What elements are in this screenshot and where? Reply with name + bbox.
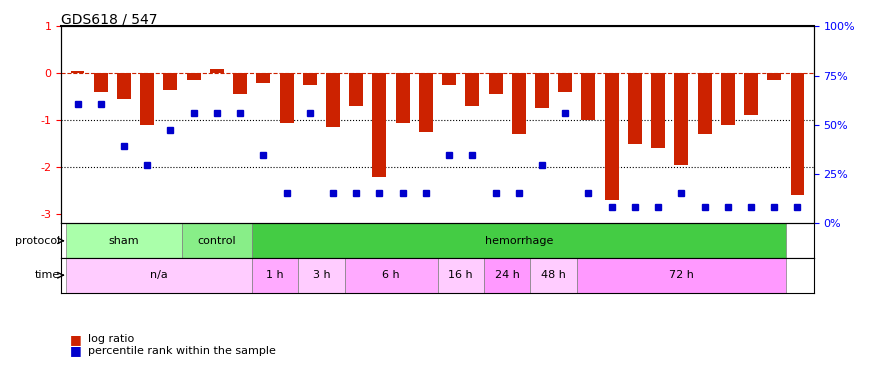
Text: percentile rank within the sample: percentile rank within the sample xyxy=(88,346,276,355)
Text: ■: ■ xyxy=(70,344,81,357)
Bar xyxy=(182,224,252,258)
Bar xyxy=(233,73,247,94)
Bar xyxy=(94,73,108,92)
Bar xyxy=(605,73,619,200)
Text: 6 h: 6 h xyxy=(382,270,400,280)
Bar xyxy=(744,73,758,116)
Bar xyxy=(326,73,340,127)
Bar xyxy=(256,73,270,82)
Text: log ratio: log ratio xyxy=(88,334,134,344)
Bar xyxy=(210,69,224,73)
Bar xyxy=(303,73,317,85)
Text: 48 h: 48 h xyxy=(542,270,566,280)
Bar xyxy=(484,258,530,292)
Bar xyxy=(466,73,480,106)
Bar xyxy=(488,73,502,94)
Bar xyxy=(530,258,577,292)
Text: 24 h: 24 h xyxy=(494,270,520,280)
Bar xyxy=(535,73,549,108)
Bar xyxy=(280,73,293,123)
Bar xyxy=(66,258,252,292)
Bar xyxy=(71,71,85,73)
Bar xyxy=(66,224,182,258)
Bar xyxy=(345,258,438,292)
Bar xyxy=(349,73,363,106)
Bar xyxy=(252,224,786,258)
Bar xyxy=(697,73,711,134)
Bar xyxy=(790,73,804,195)
Text: n/a: n/a xyxy=(150,270,168,280)
Bar xyxy=(675,73,689,165)
Bar xyxy=(628,73,642,144)
Bar xyxy=(582,73,595,120)
Text: sham: sham xyxy=(108,236,139,246)
Bar xyxy=(164,73,178,90)
Text: control: control xyxy=(198,236,236,246)
Text: 1 h: 1 h xyxy=(266,270,284,280)
Bar xyxy=(442,73,456,85)
Text: 3 h: 3 h xyxy=(312,270,330,280)
Text: hemorrhage: hemorrhage xyxy=(485,236,553,246)
Text: GDS618 / 547: GDS618 / 547 xyxy=(61,12,158,26)
Bar xyxy=(767,73,781,80)
Bar xyxy=(512,73,526,134)
Bar xyxy=(117,73,131,99)
Bar xyxy=(373,73,387,177)
Bar xyxy=(298,258,345,292)
Bar xyxy=(577,258,786,292)
Text: protocol: protocol xyxy=(15,236,60,246)
Text: 16 h: 16 h xyxy=(448,270,473,280)
Bar xyxy=(186,73,200,80)
Bar xyxy=(252,258,298,292)
Bar xyxy=(140,73,154,125)
Text: ■: ■ xyxy=(70,333,81,346)
Text: 72 h: 72 h xyxy=(668,270,694,280)
Text: time: time xyxy=(35,270,60,280)
Bar xyxy=(651,73,665,148)
Bar xyxy=(558,73,572,92)
Bar xyxy=(721,73,735,125)
Bar xyxy=(419,73,433,132)
Bar xyxy=(438,258,484,292)
Bar xyxy=(396,73,410,123)
